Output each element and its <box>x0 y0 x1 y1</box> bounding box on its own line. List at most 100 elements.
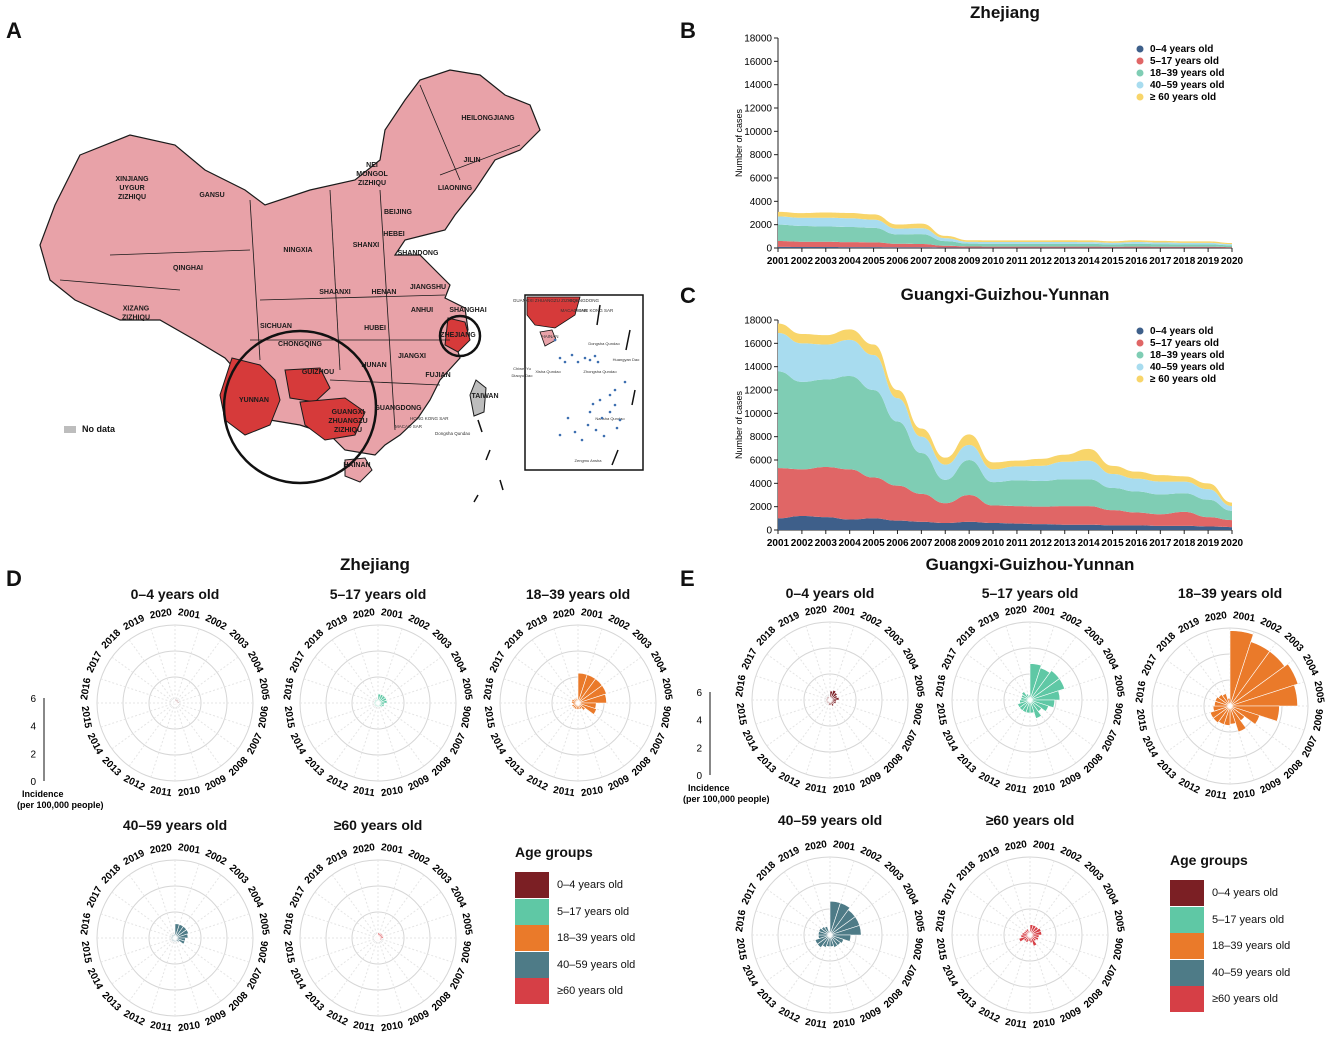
radial-spoke <box>1030 872 1076 935</box>
map-province-label: JILIN <box>463 157 480 164</box>
legend-label: 40–59 years old <box>1212 967 1290 979</box>
scale-tick-label: 0 <box>696 771 702 782</box>
radial-year-label: 2009 <box>407 1008 432 1028</box>
radial-year-label: 2011 <box>804 1017 828 1031</box>
radial-year-label: 2010 <box>580 785 604 799</box>
radial-year-label: 2020 <box>149 842 173 856</box>
panel-letter-e: E <box>680 566 695 592</box>
island-dot <box>594 355 597 358</box>
radial-spoke <box>378 892 441 938</box>
radial-year-label: 2011 <box>552 785 576 799</box>
y-tick-label: 14000 <box>744 362 772 373</box>
radial-spoke <box>554 629 578 703</box>
legend-swatch <box>1170 960 1204 986</box>
legend-label: 18–39 years old <box>557 932 635 944</box>
radial-spoke <box>1030 861 1054 935</box>
radial-year-label: 2016 <box>282 677 296 701</box>
legend-item: 0–4 years old <box>515 872 635 899</box>
x-tick-label: 2016 <box>1125 538 1148 549</box>
map-province-label: ANHUI <box>411 307 433 314</box>
radial-year-label: 2012 <box>325 773 350 793</box>
radial-year-label: 2019 <box>325 848 350 868</box>
radial-year-label: 2001 <box>380 607 404 621</box>
y-tick-label: 18000 <box>744 316 772 327</box>
island-dot <box>614 389 617 392</box>
x-tick-label: 2001 <box>767 256 790 267</box>
radial-year-label: 2006 <box>1112 937 1126 961</box>
radial-year-label: 2004 <box>648 650 668 675</box>
island-dot <box>589 411 592 414</box>
legend-item: ≥60 years old <box>515 978 635 1005</box>
x-tick-label: 2018 <box>1173 256 1196 267</box>
radial-subtitle: ≥60 years old <box>278 817 478 833</box>
age-legend-title: Age groups <box>515 844 635 860</box>
radial-spoke <box>378 703 452 727</box>
map-provinces <box>40 70 540 482</box>
radial-year-label: 2006 <box>660 705 674 729</box>
radial-spoke <box>378 629 402 703</box>
scale-label: Incidence <box>22 789 64 799</box>
island-dot <box>601 417 604 420</box>
radial-spoke <box>532 703 578 766</box>
x-tick-label: 2013 <box>1054 256 1077 267</box>
radial-year-label: 2019 <box>122 613 147 633</box>
legend-entry: ≥ 60 years old <box>1150 92 1216 103</box>
radial-year-label: 2004 <box>1100 647 1120 672</box>
legend-swatch <box>515 925 549 951</box>
radial-subtitle: ≥60 years old <box>930 812 1130 828</box>
radial-spoke <box>378 703 402 777</box>
radial-year-label: 2005 <box>1112 909 1126 933</box>
radial-year-label: 2014 <box>288 967 308 992</box>
island-dot <box>559 357 562 360</box>
radial-d-title: Zhejiang <box>235 555 515 575</box>
radial-spoke <box>967 889 1030 935</box>
radial-year-label: 2017 <box>940 881 960 906</box>
legend-marker <box>1137 82 1144 89</box>
radial-spoke <box>830 700 854 774</box>
x-tick-label: 2013 <box>1054 538 1077 549</box>
map-province-label: BEIJING <box>384 209 413 216</box>
radial-spoke <box>378 914 452 938</box>
map-province-label: YUNNAN <box>239 397 269 404</box>
radial-spoke <box>354 629 378 703</box>
legend-entry: 40–59 years old <box>1150 362 1225 373</box>
radial-year-label: 2010 <box>380 785 404 799</box>
radial-year-label: 2001 <box>177 842 201 856</box>
area-chart-zhejiang: Number of cases0200040006000800010000120… <box>730 30 1270 275</box>
island-dot <box>584 357 587 360</box>
radial-spoke <box>578 703 602 777</box>
radial-spoke <box>984 872 1030 935</box>
radial-year-label: 2001 <box>177 607 201 621</box>
map-province-label: JIANGSHU <box>410 284 446 291</box>
x-tick-label: 2019 <box>1197 256 1220 267</box>
radial-year-label: 2004 <box>900 647 920 672</box>
radial-year-label: 2017 <box>740 881 760 906</box>
legend-item: 5–17 years old <box>515 899 635 926</box>
x-tick-label: 2002 <box>791 256 814 267</box>
chart-c-title: Guangxi-Guizhou-Yunnan <box>780 285 1230 305</box>
radial-spoke <box>984 935 1030 998</box>
x-tick-label: 2003 <box>815 256 838 267</box>
radial-year-label: 2009 <box>204 773 229 793</box>
y-tick-label: 2000 <box>750 220 773 231</box>
radial-spoke <box>129 875 175 938</box>
radial-year-label: 2007 <box>1100 963 1120 988</box>
x-tick-label: 2009 <box>958 538 981 549</box>
map-province-label: SHANXI <box>353 242 380 249</box>
island-dot <box>571 354 574 357</box>
inset-label: GUANGDONG <box>569 298 600 303</box>
radial-year-label: 2004 <box>245 650 265 675</box>
radial-year-label: 2015 <box>734 937 748 961</box>
radial-year-label: 2014 <box>1140 735 1160 760</box>
radial-year-label: 2002 <box>1058 845 1083 865</box>
radial-year-label: 2009 <box>1059 1005 1084 1025</box>
x-tick-label: 2015 <box>1101 538 1124 549</box>
radial-year-label: 2004 <box>448 650 468 675</box>
radial-year-label: 2010 <box>1032 1017 1056 1031</box>
radial-year-label: 2009 <box>1059 770 1084 790</box>
x-tick-label: 2005 <box>862 538 885 549</box>
radial-spoke <box>315 892 378 938</box>
